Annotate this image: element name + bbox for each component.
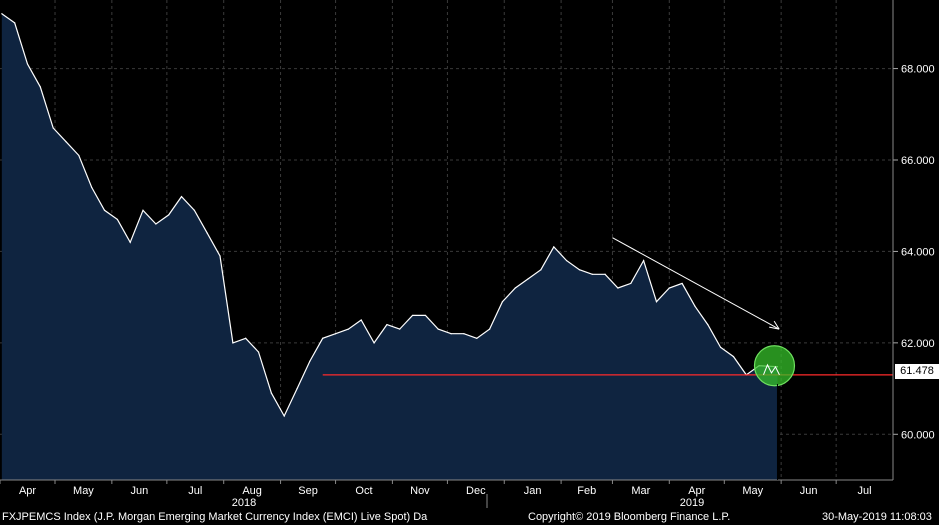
copyright-text: Copyright© 2019 Bloomberg Finance L.P. [528, 511, 731, 523]
data-point [103, 209, 106, 211]
x-tick-label: Oct [355, 485, 372, 497]
data-point [514, 287, 516, 289]
data-point [668, 287, 670, 289]
data-point [232, 342, 234, 344]
chart-footer: FXJPEMCS Index (J.P. Morgan Emerging Mar… [0, 509, 939, 525]
data-point [116, 218, 118, 221]
data-point [270, 392, 272, 394]
data-point [643, 259, 645, 262]
x-tick-label: Apr [688, 485, 705, 497]
data-point [488, 328, 491, 330]
last-value-badge: 61.478 [895, 364, 939, 379]
x-tick-label: May [742, 485, 763, 497]
data-point [1, 13, 3, 15]
x-tick-label: Apr [19, 485, 36, 497]
x-tick-label: Jul [188, 485, 202, 497]
data-point [245, 337, 247, 339]
data-point [617, 287, 619, 289]
data-point [566, 259, 568, 262]
data-point [219, 255, 221, 257]
data-point [193, 209, 195, 211]
y-tick-label: 68.000 [901, 64, 935, 76]
x-tick-label: May [73, 485, 94, 497]
data-point [476, 337, 478, 339]
data-point [334, 333, 337, 335]
data-point [578, 269, 581, 271]
data-point [309, 360, 311, 362]
data-point [257, 351, 260, 353]
highlight-squiggle [763, 363, 780, 376]
x-tick-label: Jul [858, 485, 872, 497]
data-point [155, 223, 157, 225]
data-point [386, 323, 388, 326]
data-point [26, 63, 29, 65]
year-label-2019: 2019 [680, 497, 704, 509]
x-tick-label: Jun [130, 485, 148, 497]
data-point [360, 319, 362, 321]
x-tick-label: Feb [577, 485, 596, 497]
data-point [707, 323, 709, 326]
data-point [180, 195, 183, 198]
x-tick-label: Nov [410, 485, 430, 497]
x-tick-label: Sep [298, 485, 318, 497]
data-point [347, 328, 349, 330]
data-point [604, 273, 606, 275]
data-point [694, 305, 696, 307]
data-point [540, 269, 542, 271]
security-description: FXJPEMCS Index (J.P. Morgan Emerging Mar… [2, 511, 428, 523]
data-point [553, 246, 555, 248]
y-tick-label: 62.000 [901, 338, 935, 350]
data-point [399, 328, 401, 330]
data-point [322, 337, 324, 339]
year-label-2018: 2018 [232, 497, 256, 509]
data-point [527, 278, 529, 280]
y-tick-label: 64.000 [901, 246, 935, 258]
data-point [283, 415, 285, 417]
x-tick-label: Jan [524, 485, 542, 497]
data-point [655, 301, 658, 303]
timestamp: 30-May-2019 11:08:03 [822, 511, 932, 523]
data-point [14, 22, 16, 24]
trend-arrow [612, 237, 780, 330]
highlight-circle [753, 345, 796, 387]
x-tick-label: Aug [242, 485, 262, 497]
data-point [437, 328, 439, 330]
data-point [296, 387, 298, 390]
y-tick-label: 60.000 [901, 429, 935, 441]
data-point [142, 209, 144, 211]
data-point [168, 214, 170, 216]
x-tick-label: Jun [800, 485, 818, 497]
data-point [591, 273, 593, 275]
data-point [129, 241, 131, 243]
data-point [39, 86, 41, 88]
data-point [65, 141, 67, 143]
data-point [450, 333, 452, 335]
data-point [463, 333, 465, 335]
data-point [373, 342, 375, 344]
data-point [91, 186, 93, 189]
data-point [732, 355, 735, 358]
series-area [1, 13, 778, 480]
data-point [78, 154, 80, 157]
data-point [424, 314, 427, 317]
x-tick-label: Dec [466, 485, 486, 497]
y-tick-label: 66.000 [901, 155, 935, 167]
data-point [52, 127, 54, 129]
x-tick-label: Mar [631, 485, 650, 497]
data-point [681, 282, 683, 285]
data-point [630, 282, 632, 285]
data-point [501, 301, 504, 303]
trend-arrow-head [769, 320, 780, 330]
data-point [411, 314, 414, 317]
data-point [206, 232, 208, 234]
data-point [720, 346, 722, 349]
